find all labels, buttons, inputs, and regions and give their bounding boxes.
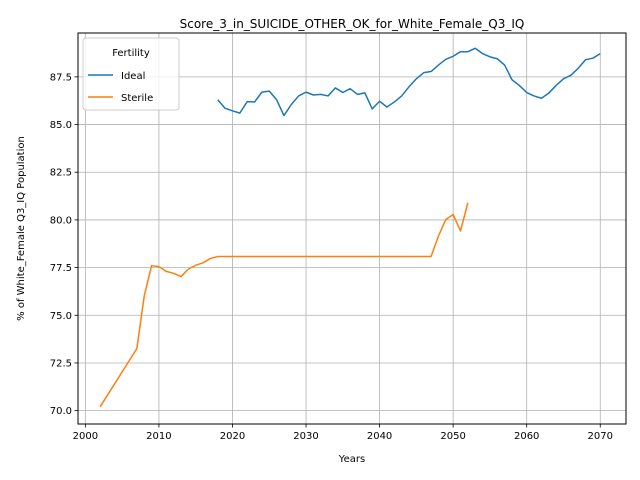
y-tick-label: 80.0 xyxy=(50,215,72,226)
x-tick-label: 2060 xyxy=(514,431,539,442)
legend-label-sterile: Sterile xyxy=(121,93,153,104)
y-axis-label: % of White_Female Q3_IQ Population xyxy=(16,136,27,321)
legend-label-ideal: Ideal xyxy=(121,71,145,82)
x-tick-label: 2000 xyxy=(73,431,98,442)
x-tick-label: 2040 xyxy=(367,431,392,442)
x-tick-label: 2030 xyxy=(293,431,318,442)
plot-series xyxy=(99,47,601,408)
chart-title: Score_3_in_SUICIDE_OTHER_OK_for_White_Fe… xyxy=(180,17,525,31)
legend-title: Fertility xyxy=(112,48,150,59)
series-line-sterile xyxy=(99,202,469,408)
plot-frame xyxy=(77,32,627,425)
y-tick-label: 70.0 xyxy=(50,406,72,417)
y-tick-label: 82.5 xyxy=(50,168,72,179)
series-line-ideal xyxy=(217,47,601,117)
x-tick-label: 2020 xyxy=(220,431,245,442)
x-tick-label: 2070 xyxy=(588,431,613,442)
y-tick-label: 85.0 xyxy=(50,120,72,131)
x-tick-label: 2050 xyxy=(440,431,465,442)
y-tick-label: 87.5 xyxy=(50,72,72,83)
grid xyxy=(78,33,626,424)
axis-ticks: 2000 2010 2020 2030 2040 2050 2060 2070 70.0 72.5… xyxy=(50,72,613,442)
legend: Fertility Ideal Sterile xyxy=(82,37,180,111)
x-axis-label: Years xyxy=(338,454,365,465)
x-tick-label: 2010 xyxy=(146,431,171,442)
y-tick-label: 75.0 xyxy=(50,311,72,322)
legend-entries: Ideal Sterile xyxy=(88,71,153,104)
y-tick-label: 72.5 xyxy=(50,358,72,369)
y-tick-label: 77.5 xyxy=(50,263,72,274)
legend-box xyxy=(82,37,180,111)
